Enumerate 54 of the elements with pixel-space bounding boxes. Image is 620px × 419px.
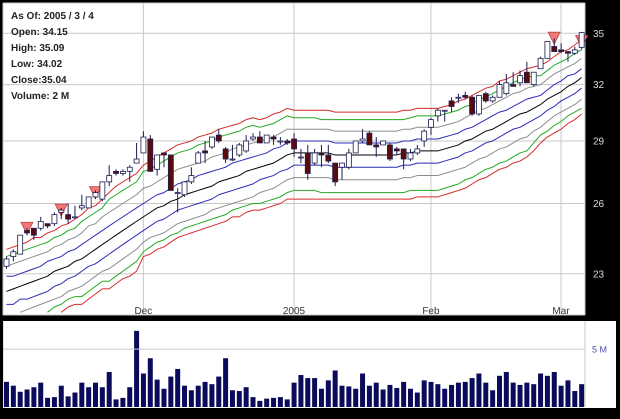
annotation: Close:35.04 xyxy=(11,74,68,88)
bar xyxy=(202,382,208,407)
bar xyxy=(161,388,166,407)
annotation: As Of: 2005 / 3 / 4 xyxy=(11,10,94,24)
annotation: Low: 34.02 xyxy=(11,58,64,72)
bar xyxy=(4,382,9,407)
ref-line-label: 5 M xyxy=(592,344,608,354)
x-tick-label: Mar xyxy=(552,306,570,318)
bar xyxy=(271,398,276,407)
bar xyxy=(72,392,78,407)
bar xyxy=(408,388,413,407)
y-tick-label: 23 xyxy=(593,269,605,280)
bar xyxy=(387,384,392,407)
y-tick-label: 29 xyxy=(593,136,605,148)
bar xyxy=(182,386,188,407)
bar xyxy=(360,374,366,407)
bar xyxy=(518,384,523,407)
bar xyxy=(456,382,461,407)
bar xyxy=(428,382,434,407)
x-tick-label: Feb xyxy=(422,306,440,318)
y-tick-label: 32 xyxy=(593,80,605,92)
bar xyxy=(114,399,119,407)
bar xyxy=(209,384,214,407)
x-tick-label: 2005 xyxy=(282,306,306,318)
bar xyxy=(24,389,30,407)
bar xyxy=(380,389,386,407)
x-tick-label: Dec xyxy=(134,306,152,318)
annotation: Open: 34.15 xyxy=(11,26,69,40)
bar xyxy=(140,374,146,407)
y-tick-label: 35 xyxy=(593,28,605,40)
bar xyxy=(340,386,345,407)
candlestick xyxy=(428,117,434,136)
bar xyxy=(565,380,570,407)
bar xyxy=(250,397,256,407)
bar xyxy=(298,375,304,407)
bar xyxy=(544,376,550,407)
bar xyxy=(45,398,50,407)
bar xyxy=(449,384,454,407)
annotation: Volume: 2 M xyxy=(11,90,70,104)
bar xyxy=(476,374,482,407)
bar xyxy=(292,382,297,407)
bar xyxy=(318,388,324,407)
candlestick xyxy=(421,128,428,148)
candlestick xyxy=(58,207,64,220)
annotation: High: 35.09 xyxy=(11,42,66,56)
candlestick xyxy=(448,96,454,113)
bar xyxy=(52,397,57,407)
bar xyxy=(496,376,502,407)
bar xyxy=(538,374,544,407)
bar xyxy=(230,390,235,407)
bar xyxy=(134,330,140,407)
bar xyxy=(93,382,98,407)
y-tick-label: 26 xyxy=(593,199,605,210)
candlestick xyxy=(134,142,140,164)
